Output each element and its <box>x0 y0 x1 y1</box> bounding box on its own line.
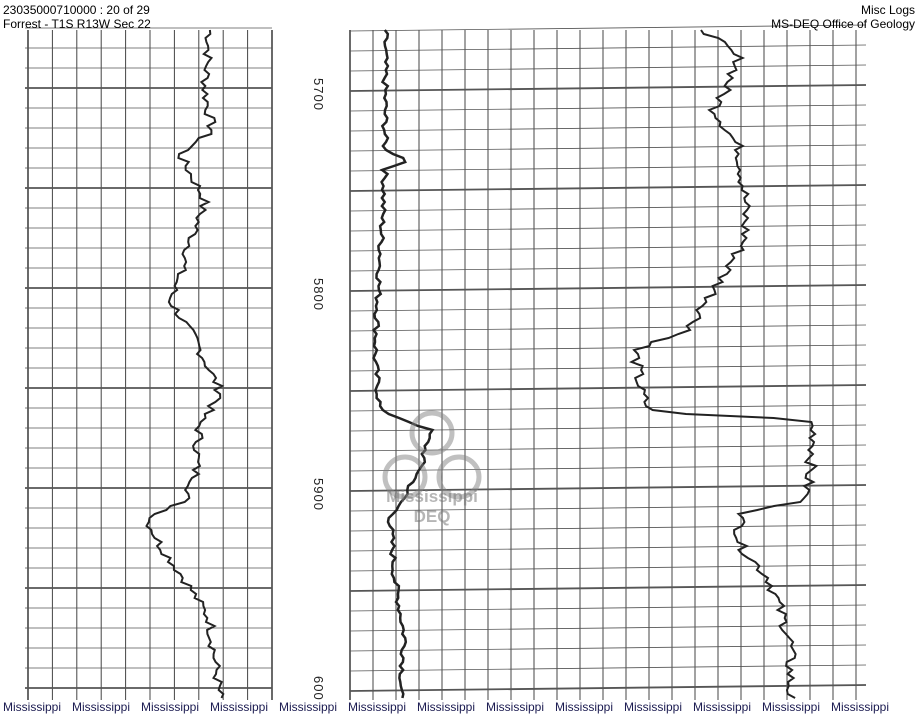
grid-horizontal <box>349 124 867 132</box>
watermark-line1: Mississippi <box>386 487 478 506</box>
grid-horizontal <box>349 84 867 92</box>
grid-horizontal <box>349 144 867 152</box>
grid-horizontal <box>349 224 867 232</box>
footer-text: Mississippi <box>210 700 269 714</box>
record-id: 23035000710000 : 20 of 29 <box>3 3 150 17</box>
grid-horizontal <box>349 624 867 632</box>
log-curve-right <box>629 29 819 699</box>
grid-horizontal <box>349 484 867 492</box>
grid-horizontal <box>349 364 867 372</box>
mdeq-logo-icon <box>382 410 482 500</box>
grid-horizontal <box>349 264 867 272</box>
footer-text: Mississippi <box>3 700 62 714</box>
grid-horizontal <box>349 384 867 392</box>
grid-horizontal <box>349 164 867 172</box>
footer-text: Mississippi <box>486 700 545 714</box>
grid-horizontal <box>349 64 867 72</box>
grid-horizontal <box>349 404 867 412</box>
depth-label: 5800 <box>311 278 326 311</box>
grid-horizontal <box>349 524 867 532</box>
grid-horizontal <box>349 284 867 292</box>
depth-label: 600 <box>311 676 326 701</box>
grid-horizontal <box>349 184 867 192</box>
grid-horizontal <box>349 24 867 32</box>
grid-horizontal <box>349 444 867 452</box>
log-category: Misc Logs <box>860 3 915 17</box>
grid-horizontal <box>349 564 867 572</box>
grid-horizontal <box>349 604 867 612</box>
location: Forrest - T1S R13W Sec 22 <box>3 17 151 31</box>
grid-horizontal <box>349 244 867 252</box>
footer-text: Mississippi <box>624 700 683 714</box>
depth-label: 5900 <box>311 478 326 511</box>
watermark-line2: DEQ <box>413 507 451 526</box>
grid-horizontal <box>349 544 867 552</box>
footer-text: Mississippi <box>417 700 476 714</box>
footer-text: Mississippi <box>348 700 407 714</box>
depth-label: 5700 <box>311 78 326 111</box>
agency: MS-DEQ Office of Geology <box>771 17 915 31</box>
grid-horizontal <box>349 104 867 112</box>
grid-horizontal <box>349 664 867 672</box>
footer-text: Mississippi <box>555 700 614 714</box>
grid-horizontal <box>349 304 867 312</box>
log-curve-center <box>371 29 435 699</box>
grid-horizontal <box>349 644 867 652</box>
grid-horizontal <box>349 204 867 212</box>
footer-text: Mississippi <box>72 700 131 714</box>
log-curve-left <box>145 29 225 699</box>
footer-text: Mississippi <box>831 700 890 714</box>
footer-text: Mississippi <box>693 700 752 714</box>
footer-text: Mississippi <box>762 700 821 714</box>
grid-horizontal <box>349 684 867 692</box>
grid-horizontal <box>349 44 867 52</box>
grid-horizontal <box>349 584 867 592</box>
watermark: Mississippi DEQ <box>372 405 492 527</box>
grid-horizontal <box>349 424 867 432</box>
grid-horizontal <box>349 324 867 332</box>
footer-watermark-strip: Mississippi Mississippi Mississippi Miss… <box>0 700 920 715</box>
grid-horizontal <box>349 464 867 472</box>
grid-horizontal <box>349 344 867 352</box>
footer-text: Mississippi <box>279 700 338 714</box>
footer-text: Mississippi <box>141 700 200 714</box>
